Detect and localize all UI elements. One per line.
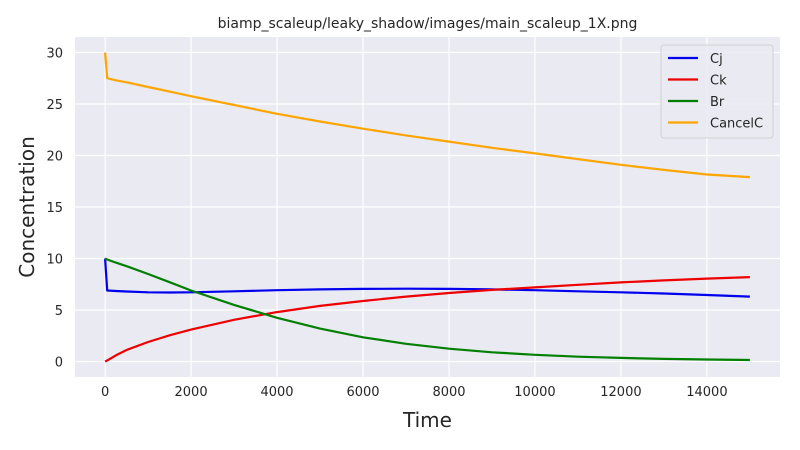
series-line-cancelc [104,52,750,179]
series-line-br [104,257,750,362]
y-tick-label: 10 [46,253,63,268]
x-axis-label: Time [402,408,452,432]
legend-label-cj: Cj [710,52,723,67]
x-tick-label: 2000 [175,385,208,400]
y-axis-label: Concentration [15,136,39,277]
x-tick-label: 12000 [600,385,641,400]
x-tick-label: 4000 [260,385,293,400]
x-tick-labels: 0 2000 4000 6000 8000 10000 12000 14000 [101,385,728,400]
x-tick-label: 8000 [432,385,465,400]
y-tick-labels: 0 5 10 15 20 25 30 [46,46,63,370]
x-tick-label: 6000 [346,385,379,400]
y-tick-label: 25 [46,98,63,113]
x-tick-label: 10000 [514,385,555,400]
y-tick-label: 20 [46,149,63,164]
y-tick-label: 15 [46,201,63,216]
legend-label-br: Br [710,95,725,110]
series-lines [104,52,750,363]
legend-label-ck: Ck [710,74,727,89]
y-gridlines [75,51,780,363]
y-tick-label: 30 [46,46,63,61]
legend-box [660,44,774,139]
chart-title: biamp_scaleup/leaky_shadow/images/main_s… [218,16,638,32]
series-line-cj [104,258,750,298]
y-tick-label: 5 [55,304,63,319]
x-tick-label: 14000 [686,385,727,400]
series-line-ck [104,276,750,363]
y-tick-label: 0 [55,356,63,371]
legend-label-cancelc: CancelC [710,117,763,132]
legend: Cj Ck Br CancelC [660,44,774,139]
x-tick-label: 0 [101,385,109,400]
